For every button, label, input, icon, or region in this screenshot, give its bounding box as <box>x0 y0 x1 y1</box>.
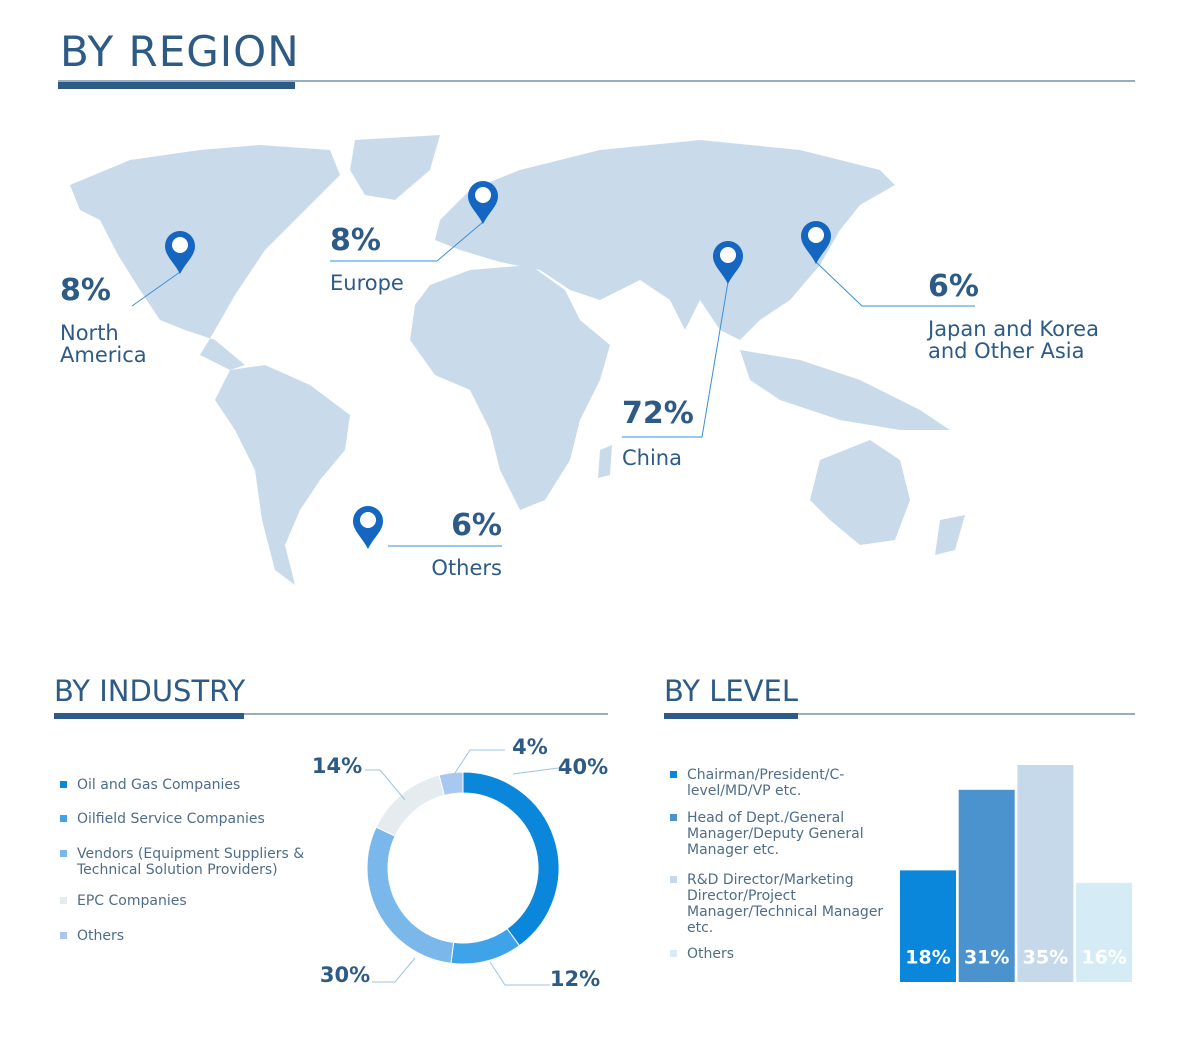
leader-line <box>454 749 505 774</box>
bar <box>900 870 956 982</box>
legend-label: Chairman/President/C-level/MD/VP etc. <box>687 767 845 799</box>
data-label: 4% <box>512 735 548 759</box>
leader-line <box>622 281 729 438</box>
map-pin-dot <box>720 247 736 263</box>
region-value: 6% <box>451 508 502 543</box>
leader-line <box>512 767 559 775</box>
data-label: 31% <box>964 947 1009 969</box>
bar <box>958 789 1015 982</box>
donut-segment <box>450 927 521 965</box>
data-label: 16% <box>1081 947 1126 969</box>
leader-line <box>372 957 416 983</box>
legend-swatch <box>670 950 677 957</box>
legend-swatch <box>60 932 67 939</box>
data-label: 40% <box>558 755 608 779</box>
map-pin-dot <box>808 227 824 243</box>
legend-label: Vendors (Equipment Suppliers & Technical… <box>77 846 305 878</box>
legend-swatch <box>670 814 677 821</box>
donut-segment <box>462 771 560 947</box>
donut-segment <box>438 771 464 796</box>
legend-swatch <box>60 850 67 857</box>
map-pin-dot <box>360 512 376 528</box>
data-label: 14% <box>312 754 362 778</box>
legend-swatch <box>670 876 677 883</box>
leader-line <box>815 261 975 307</box>
leader-line <box>489 961 550 986</box>
section-title: BY INDUSTRY <box>54 674 246 708</box>
donut-segment <box>366 826 455 964</box>
legend-swatch <box>60 897 67 904</box>
region-label: Japan and Korea and Other Asia <box>928 317 1099 363</box>
data-label: 35% <box>1023 947 1068 969</box>
world-map <box>70 135 965 585</box>
rule-bar <box>58 82 295 89</box>
leader-line <box>365 769 406 801</box>
section-title: BY LEVEL <box>664 674 799 708</box>
bar <box>1017 765 1074 982</box>
region-value: 72% <box>622 396 694 431</box>
map-pin-dot <box>475 187 491 203</box>
leader-line <box>330 221 484 262</box>
data-label: 30% <box>320 963 370 987</box>
legend-label: Others <box>687 946 735 962</box>
region-label: Europe <box>330 271 404 295</box>
legend-swatch <box>60 781 67 788</box>
legend-label: Oil and Gas Companies <box>77 777 241 793</box>
region-value: 6% <box>928 269 979 304</box>
legend-swatch <box>60 815 67 822</box>
leader-line <box>131 271 181 307</box>
donut-segment <box>375 774 445 837</box>
rule-bar <box>54 713 244 719</box>
region-label: North America <box>60 321 147 367</box>
bar <box>1076 882 1133 982</box>
map-pin-dot <box>172 237 188 253</box>
data-label: 12% <box>550 967 600 991</box>
data-label: 18% <box>905 947 950 969</box>
region-label: Others <box>431 556 502 580</box>
region-value: 8% <box>60 273 111 308</box>
section-title: BY REGION <box>60 27 300 76</box>
legend-label: EPC Companies <box>77 893 187 909</box>
region-label: China <box>622 446 682 470</box>
legend-label: Others <box>77 928 125 944</box>
region-value: 8% <box>330 223 381 258</box>
legend-label: R&D Director/Marketing Director/Project … <box>687 872 884 936</box>
legend-label: Oilfield Service Companies <box>77 811 265 827</box>
legend-label: Head of Dept./General Manager/Deputy Gen… <box>687 810 864 858</box>
legend-swatch <box>670 771 677 778</box>
rule-bar <box>664 713 798 719</box>
